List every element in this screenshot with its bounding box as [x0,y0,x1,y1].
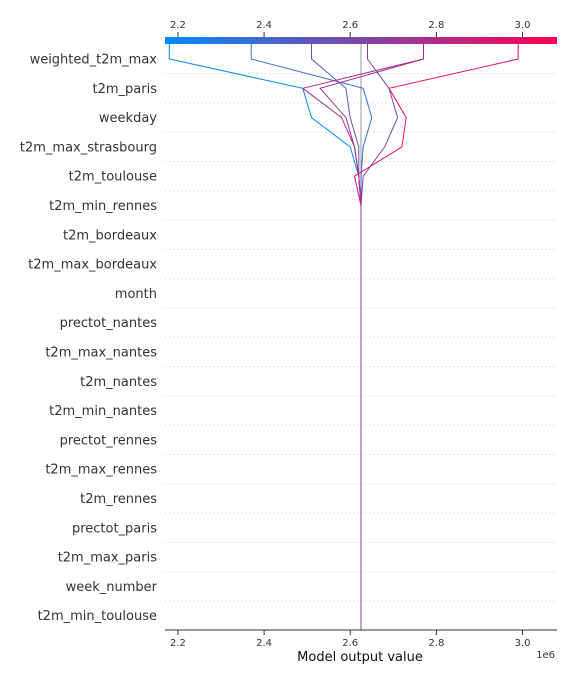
feature-label: t2m_max_rennes [45,463,157,478]
feature-label: week_number [66,580,158,595]
bottom-tick-label: 2.6 [342,638,358,649]
bottom-axis: 2.2 2.4 2.6 2.8 3.0 [170,630,531,649]
feature-label: t2m_max_bordeaux [28,258,157,273]
feature-label: t2m_min_rennes [49,199,157,214]
feature-label: t2m_max_nantes [45,346,157,361]
top-axis: 2.2 2.4 2.6 2.8 3.0 [170,20,531,37]
feature-label: t2m_min_nantes [49,404,157,419]
feature-label: t2m_nantes [80,375,157,390]
decision-lines [168,44,519,630]
feature-label: t2m_paris [93,82,158,97]
top-tick-label: 2.6 [342,20,358,31]
bottom-tick-label: 2.8 [428,638,444,649]
top-tick-label: 2.8 [428,20,444,31]
x-axis-label: Model output value [297,650,423,665]
top-tick-label: 2.4 [256,20,272,31]
colorbar [165,37,557,44]
feature-label: t2m_max_paris [58,551,158,566]
feature-label: weighted_t2m_max [30,53,158,68]
feature-label: prectot_rennes [60,433,158,448]
feature-label: t2m_bordeaux [63,228,157,243]
bottom-tick-label: 2.4 [256,638,272,649]
feature-label: month [115,287,157,302]
feature-label: t2m_max_strasbourg [20,140,157,155]
feature-label: t2m_toulouse [69,170,157,185]
top-tick-label: 2.2 [170,20,186,31]
x-axis-offset-label: 1e6 [536,650,555,661]
feature-label: prectot_paris [72,521,157,536]
bottom-tick-label: 3.0 [515,638,531,649]
feature-label: t2m_min_toulouse [38,609,157,624]
feature-label: prectot_nantes [60,316,158,331]
top-tick-label: 3.0 [515,20,531,31]
bottom-tick-label: 2.2 [170,638,186,649]
decision-line [319,44,424,630]
feature-label: t2m_rennes [80,492,157,507]
decision-line [360,44,399,630]
feature-label: weekday [99,111,157,126]
